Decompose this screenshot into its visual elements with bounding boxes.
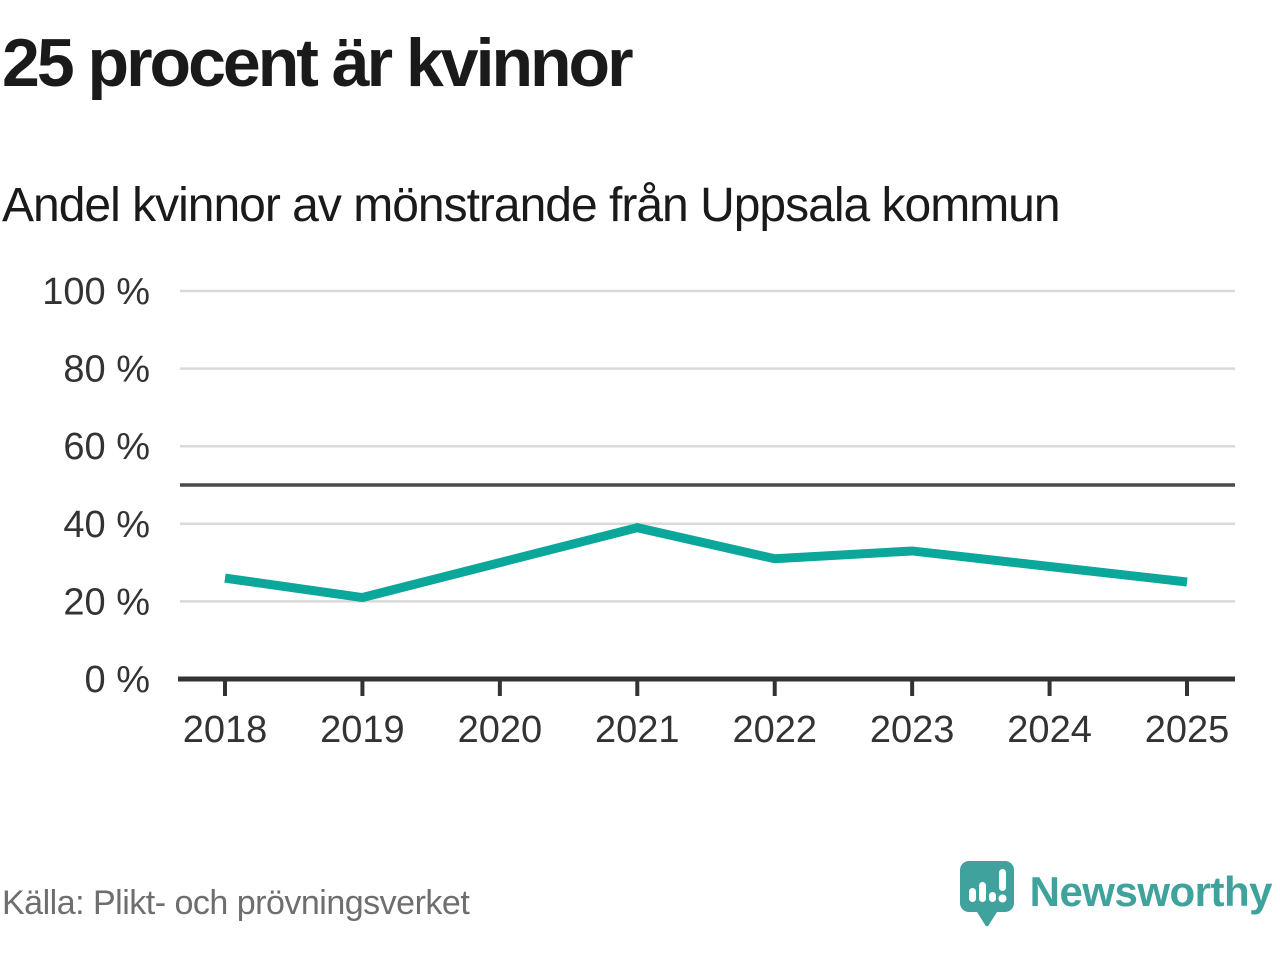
data-line [224,523,1188,603]
speech-bubble-shape [959,861,1014,927]
speech-bubble-bar-chart-icon [959,861,1014,927]
x-tick-label-2020: 2020 [458,709,543,751]
x-tick-label-2022: 2022 [732,709,817,751]
bar-3 [988,892,996,902]
x-tick-label-2019: 2019 [320,709,405,751]
exclamation-bar [998,869,1006,891]
x-tick-label-2025: 2025 [1145,709,1230,751]
bar-1 [968,888,976,902]
chart-subtitle: Andel kvinnor av mönstrande från Uppsala… [2,179,1061,232]
x-tick-label-2021: 2021 [595,709,680,751]
y-tick-label-0: 0 % [85,659,150,701]
x-tick-label-2024: 2024 [1007,709,1092,751]
exclamation-dot [998,894,1007,903]
y-tick-label-80: 80 % [63,349,150,391]
line-chart: 0 % 20 % 40 % 60 % 80 % 100 % 2018 2019 2020 2021… [42,271,1235,751]
y-tick-label-40: 40 % [63,504,150,546]
y-tick-label-60: 60 % [63,426,150,468]
bar-2 [978,882,986,902]
x-tick-label-2023: 2023 [870,709,955,751]
source-note: Källa: Plikt- och prövningsverket [2,884,470,922]
y-tick-label-100: 100 % [42,271,150,313]
newsworthy-logo: Newsworthy [959,860,1273,928]
y-tick-label-20: 20 % [63,581,150,623]
newsworthy-wordmark: Newsworthy [1029,868,1273,915]
chart-title: 25 procent är kvinnor [2,25,634,101]
x-tick-label-2018: 2018 [183,709,268,751]
